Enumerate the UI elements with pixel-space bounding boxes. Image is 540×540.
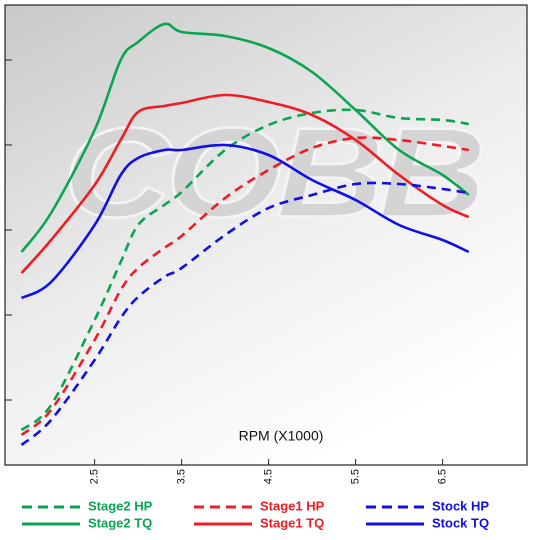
x-tick-label: 2.5: [89, 469, 101, 484]
series-line: [20, 136, 469, 437]
legend-label: Stage2 HP: [88, 498, 153, 513]
x-axis-label: RPM (X1000): [239, 428, 324, 444]
series-line: [20, 93, 470, 274]
legend-label: Stock HP: [432, 498, 489, 513]
legend-label: Stock TQ: [432, 515, 489, 530]
legend-label: Stage1 TQ: [260, 515, 324, 530]
legend-label: Stage2 TQ: [88, 515, 152, 530]
series-line: [20, 108, 469, 432]
series-line: [20, 181, 469, 447]
series-line: [20, 22, 470, 253]
series-line: [20, 143, 470, 300]
plot-area: [4, 4, 528, 466]
watermark: COBB: [63, 102, 482, 244]
x-tick-label: 4.5: [263, 469, 275, 484]
x-tick-label: 3.5: [176, 469, 188, 484]
x-tick-label: 6.5: [437, 469, 449, 484]
x-tick-label: 5.5: [350, 469, 362, 484]
legend-label: Stage1 HP: [260, 498, 325, 513]
